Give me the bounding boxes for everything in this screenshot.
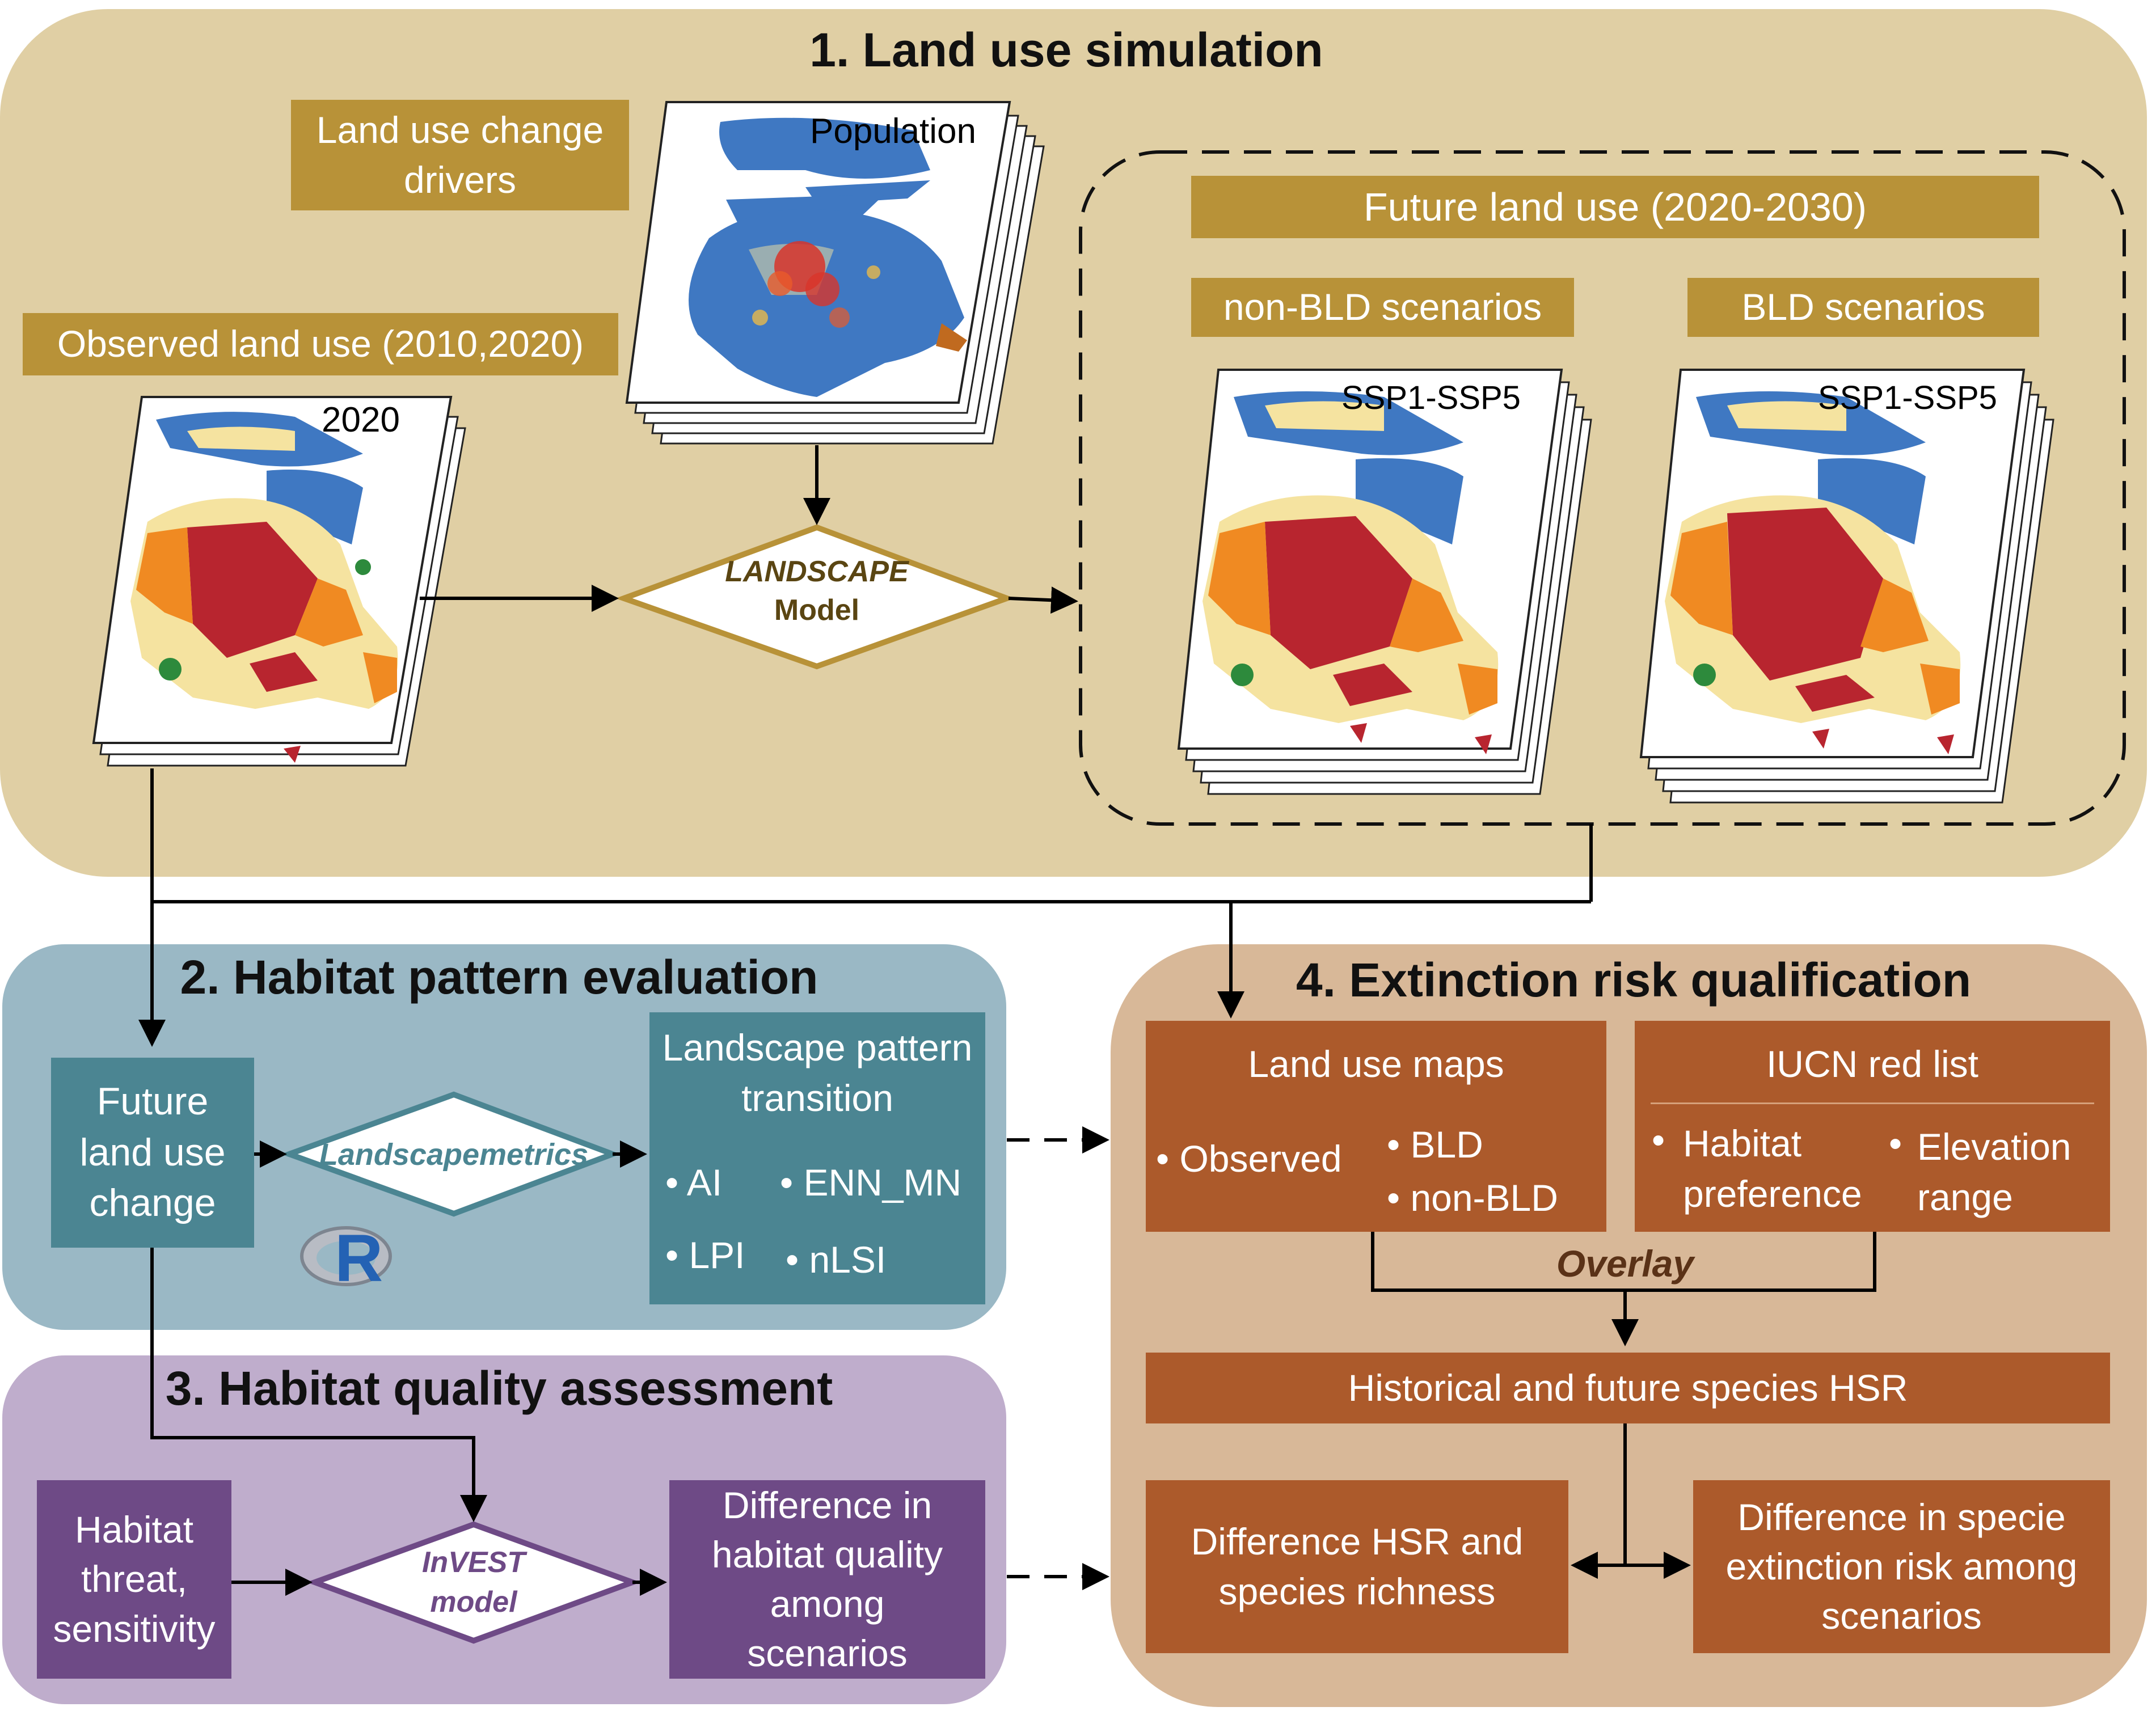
landscape-model-line1: LANDSCAPE xyxy=(725,555,909,588)
historical-future-hsr-box: Historical and future species HSR xyxy=(1146,1353,2110,1423)
iucn-divider xyxy=(1651,1102,2094,1104)
overlay-label: Overlay xyxy=(1556,1243,1694,1285)
bld-scenarios-box: BLD scenarios xyxy=(1687,278,2039,337)
panel-2-title: 2. Habitat pattern evaluation xyxy=(180,950,818,1004)
difference-habitat-quality-box: Difference in habitat quality among scen… xyxy=(669,1480,985,1679)
iucn-red-list-box: IUCN red list • Habitat preference • Ele… xyxy=(1635,1021,2110,1232)
land-use-maps-box: Land use maps • Observed • BLD • non-BLD xyxy=(1146,1021,1606,1232)
land-use-change-drivers-box: Land use change drivers xyxy=(291,100,629,210)
observed-2020-map-stack xyxy=(92,396,466,767)
elevation-range-text: Elevation range xyxy=(1917,1126,2071,1219)
future-land-use-box: Future land use (2020-2030) xyxy=(1191,176,2039,238)
panel-3-title: 3. Habitat quality assessment xyxy=(165,1362,833,1415)
bld-map-stack xyxy=(1639,369,2054,804)
ssp-label-bld: SSP1-SSP5 xyxy=(1818,379,1997,416)
metric-nlsi: • nLSI xyxy=(786,1239,887,1281)
habitat-preference-bullet: • xyxy=(1652,1119,1665,1161)
future-land-use-change-box: Future land use change xyxy=(51,1058,254,1248)
habitat-preference-text: Habitat preference xyxy=(1683,1122,1862,1215)
r-logo-letter: R xyxy=(335,1221,383,1296)
difference-extinction-risk-box: Difference in specie extinction risk amo… xyxy=(1693,1480,2110,1653)
habitat-threat-box: Habitat threat, sensitivity xyxy=(37,1480,231,1679)
future-land-use-frame xyxy=(1079,150,2126,826)
invest-line2: model xyxy=(430,1586,517,1619)
population-map-stack xyxy=(625,101,1045,445)
r-logo xyxy=(300,1226,392,1286)
transition-title: Landscape pattern transition xyxy=(662,1026,973,1119)
metric-ai: • AI xyxy=(665,1161,723,1203)
panel-4-title: 4. Extinction risk qualification xyxy=(1296,953,1972,1007)
bld-bullet: • BLD xyxy=(1387,1123,1483,1165)
iucn-title: IUCN red list xyxy=(1766,1043,1979,1085)
difference-hsr-box: Difference HSR and species richness xyxy=(1146,1480,1568,1653)
non-bld-bullet: • non-BLD xyxy=(1387,1177,1558,1219)
landscape-pattern-transition-box: Landscape pattern transition • AI • ENN_… xyxy=(649,1012,985,1304)
map-2020-label: 2020 xyxy=(322,400,400,440)
population-label: Population xyxy=(810,112,977,151)
panel-1-title: 1. Land use simulation xyxy=(809,23,1323,77)
observed-land-use-box: Observed land use (2010,2020) xyxy=(23,313,618,375)
observed-bullet: • Observed xyxy=(1156,1138,1342,1180)
metric-lpi: • LPI xyxy=(665,1234,745,1276)
landscapemetrics-label: Landscapemetrics xyxy=(319,1138,589,1172)
landscape-model-label: LANDSCAPE Model xyxy=(703,553,930,630)
invest-model-label: InVEST model xyxy=(360,1543,587,1622)
ssp-label-non-bld: SSP1-SSP5 xyxy=(1341,379,1521,416)
metric-enn-mn: • ENN_MN xyxy=(780,1161,962,1203)
invest-line1: InVEST xyxy=(421,1546,526,1579)
landscape-model-diamond xyxy=(615,524,1015,670)
non-bld-scenarios-box: non-BLD scenarios xyxy=(1191,278,1574,337)
non-bld-map-stack xyxy=(1177,369,1592,795)
elevation-range-bullet: • xyxy=(1889,1122,1902,1164)
land-use-maps-title: Land use maps xyxy=(1248,1043,1504,1085)
landscape-model-line2: Model xyxy=(774,593,860,627)
